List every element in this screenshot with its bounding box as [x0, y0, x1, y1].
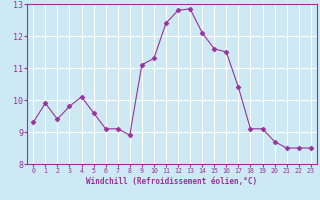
X-axis label: Windchill (Refroidissement éolien,°C): Windchill (Refroidissement éolien,°C) [86, 177, 258, 186]
